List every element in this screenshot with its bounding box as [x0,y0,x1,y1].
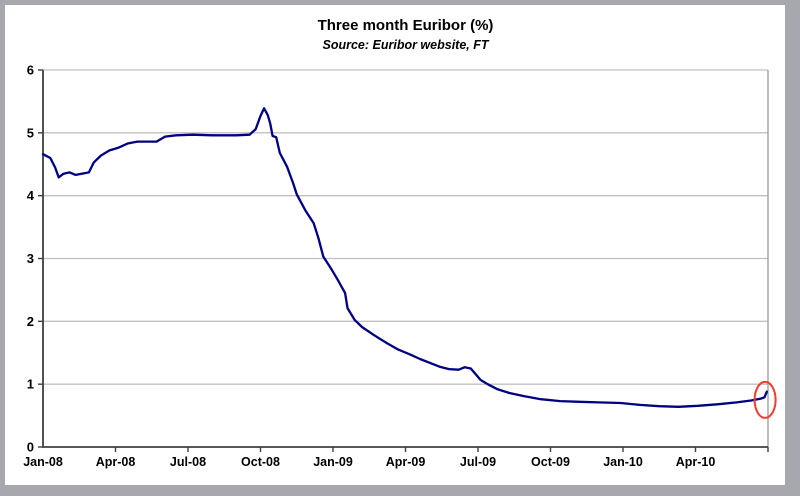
x-tick-label: Oct-08 [241,455,280,469]
x-tick-label: Jul-08 [170,455,206,469]
y-tick-label: 6 [27,63,34,78]
x-tick-label: Oct-09 [531,455,570,469]
y-tick-label: 5 [27,125,34,140]
chart-subtitle: Source: Euribor website, FT [322,38,489,52]
x-tick-label: Jul-09 [460,455,496,469]
x-tick-label: Apr-10 [676,455,716,469]
x-tick-label: Jan-10 [603,455,643,469]
chart-title: Three month Euribor (%) [317,17,494,34]
y-tick-label: 0 [27,440,34,455]
x-tick-label: Apr-08 [96,455,136,469]
x-tick-label: Jan-09 [313,455,353,469]
euribor-series-line [41,107,768,408]
y-tick-label: 4 [27,188,35,203]
y-tick-label: 1 [27,377,34,392]
y-tick-label: 2 [27,314,34,329]
x-tick-label: Apr-09 [386,455,426,469]
x-tick-label: Jan-08 [23,455,63,469]
y-tick-label: 3 [27,251,34,266]
latest-value-highlight-ellipse [753,380,777,419]
